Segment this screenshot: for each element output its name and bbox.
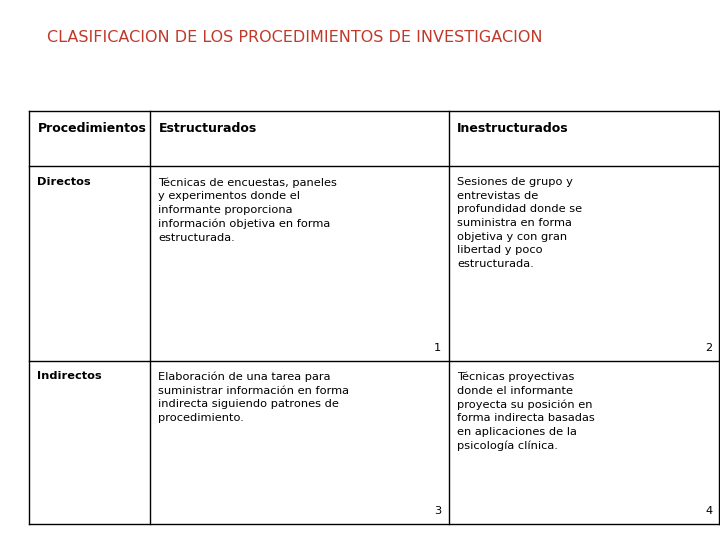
- Text: 1: 1: [434, 342, 441, 353]
- Text: Técnicas proyectivas
donde el informante
proyecta su posición en
forma indirecta: Técnicas proyectivas donde el informante…: [457, 372, 595, 451]
- Text: Procedimientos: Procedimientos: [37, 122, 146, 134]
- Text: Elaboración de una tarea para
suministrar información en forma
indirecta siguien: Elaboración de una tarea para suministra…: [158, 372, 349, 423]
- Text: Inestructurados: Inestructurados: [457, 122, 569, 134]
- Text: 4: 4: [706, 505, 713, 516]
- Text: Estructurados: Estructurados: [158, 122, 256, 134]
- Text: 2: 2: [706, 342, 713, 353]
- Text: Sesiones de grupo y
entrevistas de
profundidad donde se
suministra en forma
obje: Sesiones de grupo y entrevistas de profu…: [457, 177, 582, 269]
- Text: Directos: Directos: [37, 177, 91, 187]
- Text: CLASIFICACION DE LOS PROCEDIMIENTOS DE INVESTIGACION: CLASIFICACION DE LOS PROCEDIMIENTOS DE I…: [47, 30, 542, 45]
- Text: Técnicas de encuestas, paneles
y experimentos donde el
informante proporciona
in: Técnicas de encuestas, paneles y experim…: [158, 177, 337, 243]
- Text: Indirectos: Indirectos: [37, 372, 102, 381]
- Text: 3: 3: [434, 505, 441, 516]
